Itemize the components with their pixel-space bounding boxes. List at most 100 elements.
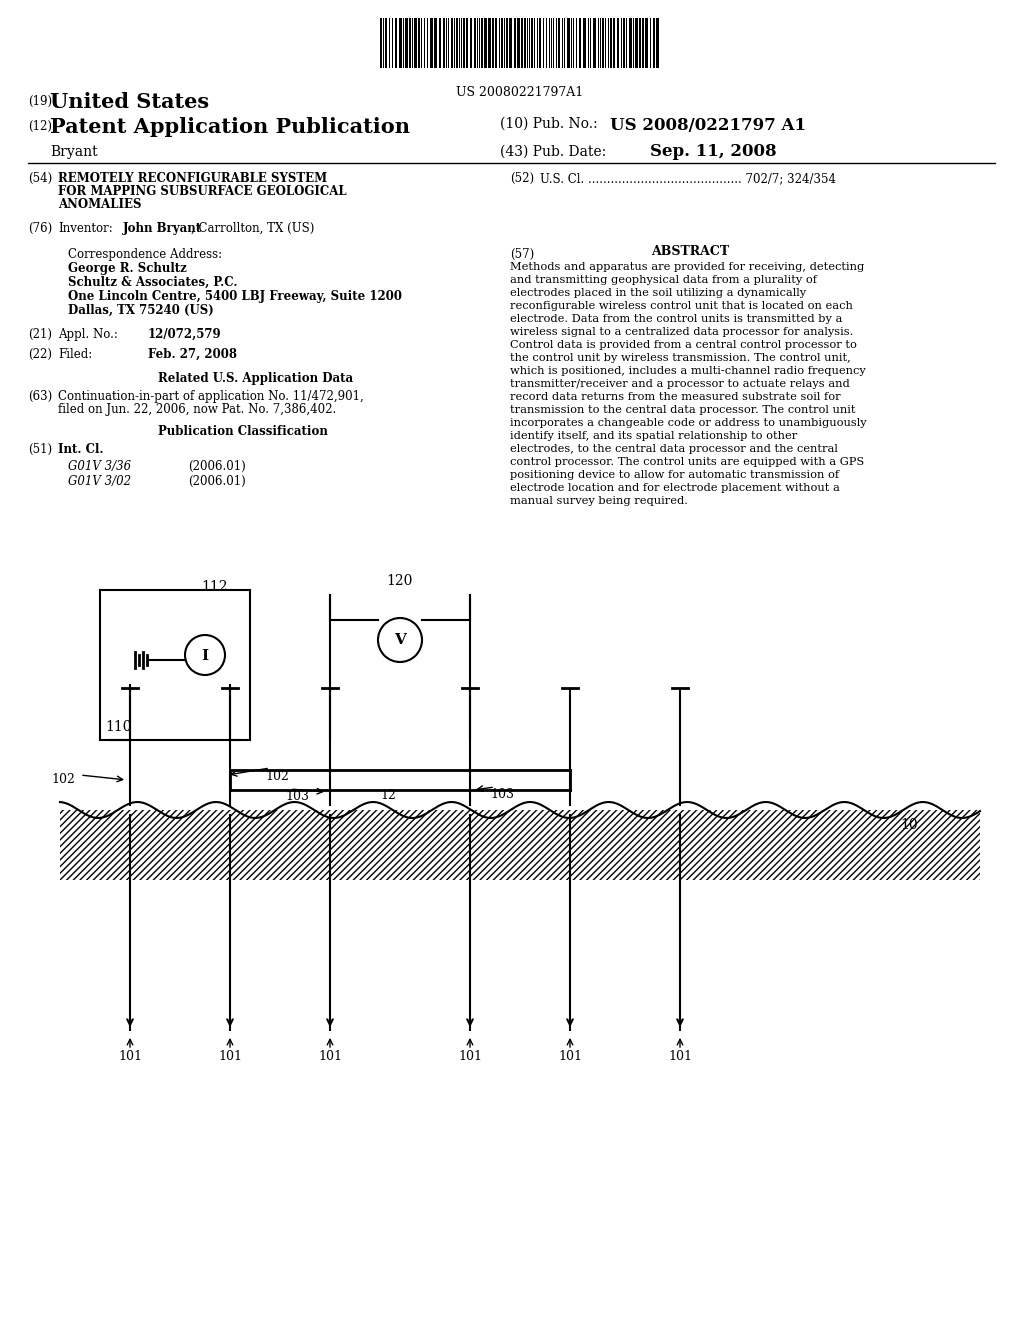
Bar <box>506 18 508 69</box>
Bar <box>623 18 625 69</box>
Bar <box>409 18 411 69</box>
Bar <box>653 18 655 69</box>
Text: G01V 3/36: G01V 3/36 <box>68 459 131 473</box>
Text: incorporates a changeable code or address to unambiguously: incorporates a changeable code or addres… <box>510 418 866 428</box>
Bar <box>629 18 632 69</box>
Text: 112: 112 <box>202 579 228 594</box>
Text: electrodes placed in the soil utilizing a dynamically: electrodes placed in the soil utilizing … <box>510 288 806 298</box>
Text: which is positioned, includes a multi-channel radio frequency: which is positioned, includes a multi-ch… <box>510 366 865 376</box>
Text: (43) Pub. Date:: (43) Pub. Date: <box>500 145 606 158</box>
Text: ABSTRACT: ABSTRACT <box>651 246 729 257</box>
Text: (52): (52) <box>510 172 535 185</box>
Bar <box>656 18 659 69</box>
Text: Control data is provided from a central control processor to: Control data is provided from a central … <box>510 341 857 350</box>
Text: electrode location and for electrode placement without a: electrode location and for electrode pla… <box>510 483 840 492</box>
Bar <box>583 18 586 69</box>
Bar <box>488 18 490 69</box>
Bar <box>639 18 641 69</box>
Text: 101: 101 <box>218 1049 242 1063</box>
Bar <box>593 18 596 69</box>
Text: control processor. The control units are equipped with a GPS: control processor. The control units are… <box>510 457 864 467</box>
Text: the control unit by wireless transmission. The control unit,: the control unit by wireless transmissio… <box>510 352 851 363</box>
Bar <box>385 18 387 69</box>
Bar <box>645 18 648 69</box>
Bar <box>395 18 397 69</box>
Text: wireless signal to a centralized data processor for analysis.: wireless signal to a centralized data pr… <box>510 327 853 337</box>
Bar <box>539 18 541 69</box>
Text: One Lincoln Centre, 5400 LBJ Freeway, Suite 1200: One Lincoln Centre, 5400 LBJ Freeway, Su… <box>68 290 402 304</box>
Bar <box>613 18 615 69</box>
Text: 120: 120 <box>387 574 414 587</box>
Text: record data returns from the measured substrate soil for: record data returns from the measured su… <box>510 392 841 403</box>
Text: manual survey being required.: manual survey being required. <box>510 496 688 506</box>
Bar <box>558 18 560 69</box>
Bar <box>531 18 534 69</box>
Bar <box>521 18 523 69</box>
Text: (63): (63) <box>28 389 52 403</box>
Bar <box>60 810 980 880</box>
Text: 101: 101 <box>118 1049 142 1063</box>
Text: John Bryant: John Bryant <box>123 222 202 235</box>
Text: 103: 103 <box>285 789 309 803</box>
Text: G01V 3/02: G01V 3/02 <box>68 475 131 488</box>
Bar <box>466 18 468 69</box>
Text: Int. Cl.: Int. Cl. <box>58 444 103 455</box>
Bar <box>495 18 497 69</box>
Text: (10) Pub. No.:: (10) Pub. No.: <box>500 117 598 131</box>
Text: 101: 101 <box>318 1049 342 1063</box>
Text: Methods and apparatus are provided for receiving, detecting: Methods and apparatus are provided for r… <box>510 261 864 272</box>
Text: 12: 12 <box>380 789 396 803</box>
Bar <box>514 18 516 69</box>
Bar <box>399 18 402 69</box>
Bar <box>517 18 520 69</box>
Text: Schultz & Associates, P.C.: Schultz & Associates, P.C. <box>68 276 238 289</box>
Text: (54): (54) <box>28 172 52 185</box>
Polygon shape <box>60 803 980 880</box>
Bar <box>501 18 503 69</box>
Text: Appl. No.:: Appl. No.: <box>58 327 118 341</box>
Bar <box>492 18 494 69</box>
Text: (12): (12) <box>28 120 52 133</box>
Text: electrodes, to the central data processor and the central: electrodes, to the central data processo… <box>510 444 838 454</box>
Text: FOR MAPPING SUBSURFACE GEOLOGICAL: FOR MAPPING SUBSURFACE GEOLOGICAL <box>58 185 347 198</box>
Text: reconfigurable wireless control unit that is located on each: reconfigurable wireless control unit tha… <box>510 301 853 312</box>
Text: (76): (76) <box>28 222 52 235</box>
Bar <box>481 18 483 69</box>
Text: (19): (19) <box>28 95 52 108</box>
Text: transmission to the central data processor. The control unit: transmission to the central data process… <box>510 405 855 414</box>
Bar <box>430 18 433 69</box>
Text: 10: 10 <box>900 818 918 832</box>
Bar <box>642 18 644 69</box>
Text: Filed:: Filed: <box>58 348 92 360</box>
Text: electrode. Data from the control units is transmitted by a: electrode. Data from the control units i… <box>510 314 843 323</box>
Text: (2006.01): (2006.01) <box>188 459 246 473</box>
Bar <box>509 18 512 69</box>
Bar <box>451 18 453 69</box>
Bar <box>406 18 408 69</box>
Text: 101: 101 <box>668 1049 692 1063</box>
Text: Dallas, TX 75240 (US): Dallas, TX 75240 (US) <box>68 304 214 317</box>
Bar <box>414 18 417 69</box>
Text: Feb. 27, 2008: Feb. 27, 2008 <box>148 348 237 360</box>
Text: Patent Application Publication: Patent Application Publication <box>50 117 410 137</box>
Text: (57): (57) <box>510 248 535 261</box>
Bar <box>463 18 465 69</box>
Text: (22): (22) <box>28 348 52 360</box>
Text: US 20080221797A1: US 20080221797A1 <box>457 86 584 99</box>
Text: filed on Jun. 22, 2006, now Pat. No. 7,386,402.: filed on Jun. 22, 2006, now Pat. No. 7,3… <box>58 403 336 416</box>
Bar <box>474 18 476 69</box>
Bar <box>610 18 612 69</box>
Text: Inventor:: Inventor: <box>58 222 113 235</box>
Text: 102: 102 <box>265 770 289 783</box>
Bar <box>456 18 458 69</box>
Text: 12/072,579: 12/072,579 <box>148 327 221 341</box>
Text: George R. Schultz: George R. Schultz <box>68 261 186 275</box>
Text: Sep. 11, 2008: Sep. 11, 2008 <box>650 143 776 160</box>
Text: 110: 110 <box>105 719 131 734</box>
Text: 101: 101 <box>458 1049 482 1063</box>
Bar <box>524 18 526 69</box>
Text: and transmitting geophysical data from a plurality of: and transmitting geophysical data from a… <box>510 275 817 285</box>
Text: transmitter/receiver and a processor to actuate relays and: transmitter/receiver and a processor to … <box>510 379 850 389</box>
Text: United States: United States <box>50 92 209 112</box>
Bar <box>443 18 445 69</box>
